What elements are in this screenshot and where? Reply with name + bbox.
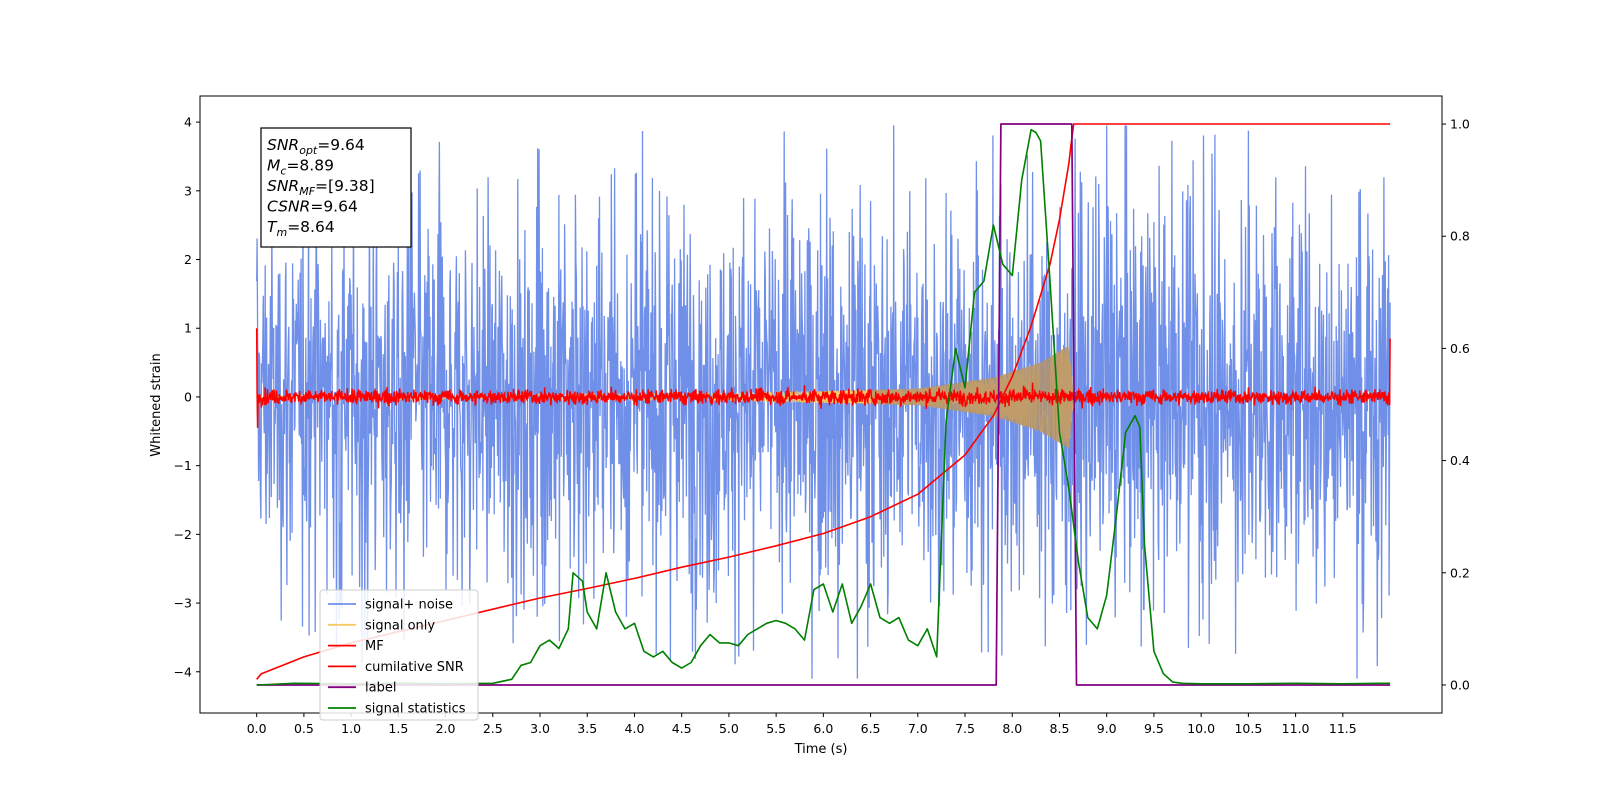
x-tick-label: 2.5: [483, 721, 503, 736]
y-left-tick-label: −2: [174, 527, 192, 542]
x-tick-label: 11.5: [1329, 721, 1357, 736]
x-axis-label: Time (s): [794, 742, 848, 757]
legend-label: MF: [365, 639, 384, 654]
x-tick-label: 6.5: [861, 721, 881, 736]
x-tick-label: 3.0: [530, 721, 550, 736]
legend-frame: [319, 589, 479, 721]
legend-label: cumilative SNR: [365, 660, 464, 675]
legend-label: label: [365, 681, 396, 696]
x-tick-label: 9.5: [1144, 721, 1164, 736]
y-right-tick-label: 0.6: [1450, 341, 1470, 356]
y-left-tick-label: −4: [174, 664, 192, 679]
x-tick-label: 5.5: [766, 721, 786, 736]
stats-line: SNRMF=[9.38]: [267, 177, 375, 198]
y-left-tick-label: 1: [184, 321, 192, 336]
y-right-tick-label: 0.2: [1450, 565, 1470, 580]
y-right-tick-label: 0.0: [1450, 677, 1470, 692]
x-axis: 0.0 0.5 1.0 1.5 2.0 2.5 3.0 3.5 4.0 4.5 5.0 5.5 6.0 6…: [247, 713, 1357, 736]
y-right-tick-label: 0.8: [1450, 229, 1470, 244]
legend-label: signal statistics: [365, 702, 466, 717]
y-axis-label: Whitened strain: [149, 353, 164, 456]
y-left-tick-label: 3: [184, 183, 192, 198]
x-tick-label: 8.0: [1002, 721, 1022, 736]
x-tick-label: 1.5: [388, 721, 408, 736]
x-tick-label: 8.5: [1050, 721, 1070, 736]
stats-line: CSNR=9.64: [267, 198, 358, 216]
y-axis-left: 4 3 2 1 0 −1 −2 −3 −4: [174, 115, 200, 679]
legend-label: signal+ noise: [365, 598, 453, 613]
x-tick-label: 2.0: [436, 721, 456, 736]
stats-line: Tm=8.64: [267, 218, 335, 239]
y-right-tick-label: 1.0: [1450, 117, 1470, 132]
y-right-tick-label: 0.4: [1450, 453, 1470, 468]
series-signal-noise: [256, 125, 1391, 679]
y-left-tick-label: −1: [174, 458, 192, 473]
x-tick-label: 3.5: [577, 721, 597, 736]
y-left-tick-label: 4: [184, 115, 192, 130]
x-tick-label: 10.0: [1187, 721, 1215, 736]
series-signal-statistics: [256, 128, 1391, 686]
stats-line: Mc=8.89: [267, 157, 334, 178]
y-left-tick-label: 2: [184, 252, 192, 267]
x-tick-label: 7.0: [908, 721, 928, 736]
x-tick-label: 5.0: [719, 721, 739, 736]
x-tick-label: 0.5: [294, 721, 314, 736]
plot-frame: [199, 95, 1443, 714]
y-left-tick-label: 0: [184, 389, 192, 404]
x-tick-label: 10.5: [1234, 721, 1262, 736]
x-tick-label: 0.0: [247, 721, 267, 736]
stats-box-frame: [260, 127, 412, 248]
legend: signal+ noise signal only MF cumilative SNR…: [319, 589, 479, 721]
y-axis-right: 1.0 0.8 0.6 0.4 0.2 0.0: [1442, 117, 1470, 692]
x-tick-label: 4.5: [672, 721, 692, 736]
legend-label: signal only: [365, 618, 435, 633]
y-left-tick-label: −3: [174, 596, 192, 611]
x-tick-label: 9.0: [1097, 721, 1117, 736]
stats-line: SNRopt=9.64: [267, 136, 365, 157]
series-mf: [255, 328, 1391, 428]
x-tick-label: 1.0: [341, 721, 361, 736]
x-tick-label: 11.0: [1282, 721, 1310, 736]
series-label: [256, 123, 1391, 686]
x-tick-label: 4.0: [625, 721, 645, 736]
x-tick-label: 7.5: [955, 721, 975, 736]
x-tick-label: 6.0: [813, 721, 833, 736]
